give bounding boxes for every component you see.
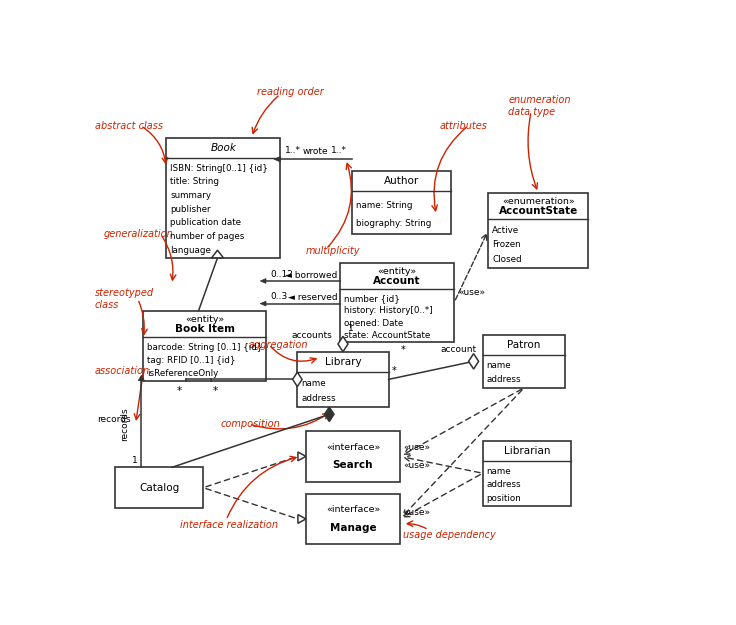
Bar <box>166 138 280 258</box>
Text: *: * <box>177 386 182 396</box>
Text: association: association <box>95 366 150 376</box>
Text: *: * <box>213 386 218 396</box>
Text: Closed: Closed <box>492 255 522 264</box>
Text: isReferenceOnly: isReferenceOnly <box>147 369 219 378</box>
Bar <box>144 311 266 381</box>
Text: accounts: accounts <box>291 331 333 340</box>
Text: «enumeration»: «enumeration» <box>502 197 575 206</box>
Text: «use»: «use» <box>403 442 430 452</box>
Text: «use»: «use» <box>403 461 430 470</box>
Text: Active: Active <box>492 226 520 235</box>
Text: ◄ reserved: ◄ reserved <box>289 293 338 302</box>
Polygon shape <box>298 514 306 523</box>
Text: stereotyped
class: stereotyped class <box>95 288 154 309</box>
Text: Author: Author <box>383 176 419 186</box>
Bar <box>297 352 389 407</box>
Text: opened: Date: opened: Date <box>344 319 403 328</box>
Polygon shape <box>261 301 266 306</box>
Polygon shape <box>138 375 144 381</box>
Text: language: language <box>170 246 211 255</box>
Text: 0..3: 0..3 <box>271 292 288 301</box>
Text: *: * <box>400 344 406 354</box>
Bar <box>483 335 565 388</box>
Text: AccountState: AccountState <box>499 206 578 216</box>
Text: 1: 1 <box>347 324 353 333</box>
Text: address: address <box>486 480 521 489</box>
Text: position: position <box>486 494 522 502</box>
Text: name: name <box>486 467 512 476</box>
Bar <box>352 171 451 234</box>
Text: wrote: wrote <box>303 147 329 156</box>
Text: Patron: Patron <box>507 340 541 350</box>
Text: «interface»: «interface» <box>326 506 380 514</box>
Text: account: account <box>441 344 477 354</box>
Text: tag: RFID [0..1] {id}: tag: RFID [0..1] {id} <box>147 356 236 365</box>
Polygon shape <box>261 279 266 283</box>
Text: publisher: publisher <box>170 205 210 214</box>
Text: number of pages: number of pages <box>170 232 244 241</box>
Text: Book: Book <box>210 142 236 152</box>
Polygon shape <box>325 407 334 421</box>
Text: «entity»: «entity» <box>378 267 417 276</box>
Polygon shape <box>298 452 306 461</box>
Text: Manage: Manage <box>330 523 376 533</box>
Text: state: AccountState: state: AccountState <box>344 331 431 340</box>
Text: attributes: attributes <box>440 121 488 131</box>
Text: composition: composition <box>220 419 280 429</box>
Text: Librarian: Librarian <box>503 446 551 456</box>
Text: enumeration
data type: enumeration data type <box>509 96 571 117</box>
Polygon shape <box>211 250 224 258</box>
Text: 1..*: 1..* <box>331 146 347 156</box>
Text: number {id}: number {id} <box>344 294 400 303</box>
Text: Catalog: Catalog <box>139 482 179 492</box>
Text: title: String: title: String <box>170 177 219 186</box>
Text: summary: summary <box>170 191 211 200</box>
Text: address: address <box>486 376 521 384</box>
Text: ◄ borrowed: ◄ borrowed <box>286 271 338 279</box>
Text: Frozen: Frozen <box>492 241 521 249</box>
Text: history: History[0..*]: history: History[0..*] <box>344 306 433 315</box>
Text: interface realization: interface realization <box>180 520 278 530</box>
Polygon shape <box>338 336 348 352</box>
Text: name: String: name: String <box>355 201 412 210</box>
Text: name: name <box>486 361 512 370</box>
Text: ISBN: String[0..1] {id}: ISBN: String[0..1] {id} <box>170 164 268 172</box>
Text: address: address <box>301 394 336 403</box>
Text: multiplicity: multiplicity <box>306 246 361 256</box>
Text: abstract class: abstract class <box>95 121 163 131</box>
Text: 1..*: 1..* <box>285 146 301 156</box>
Text: biography: String: biography: String <box>355 219 431 228</box>
Text: «entity»: «entity» <box>185 315 224 324</box>
Text: *: * <box>392 366 396 376</box>
Text: 1: 1 <box>132 456 138 465</box>
Bar <box>483 441 571 506</box>
Text: publication date: publication date <box>170 218 241 227</box>
Text: aggregation: aggregation <box>249 339 308 349</box>
Bar <box>115 468 203 508</box>
Text: Book Item: Book Item <box>174 324 235 334</box>
Bar <box>306 494 400 544</box>
Text: generalization: generalization <box>103 229 173 239</box>
Polygon shape <box>293 372 302 387</box>
Text: «interface»: «interface» <box>326 442 380 452</box>
Bar <box>306 431 400 482</box>
Text: records: records <box>97 414 131 424</box>
Text: records: records <box>120 407 129 441</box>
Polygon shape <box>274 157 280 162</box>
Text: «use»: «use» <box>458 288 485 297</box>
Polygon shape <box>469 354 478 369</box>
Text: Search: Search <box>333 461 373 471</box>
Text: 0..12: 0..12 <box>271 269 294 279</box>
Text: barcode: String [0..1] {id}: barcode: String [0..1] {id} <box>147 342 263 352</box>
Text: usage dependency: usage dependency <box>403 529 495 539</box>
Text: name: name <box>301 379 326 388</box>
Text: Library: Library <box>325 357 361 367</box>
Bar <box>340 262 454 342</box>
Text: Account: Account <box>373 276 421 286</box>
Bar <box>489 193 588 268</box>
Text: «use»: «use» <box>403 508 430 516</box>
Text: reading order: reading order <box>258 87 324 97</box>
